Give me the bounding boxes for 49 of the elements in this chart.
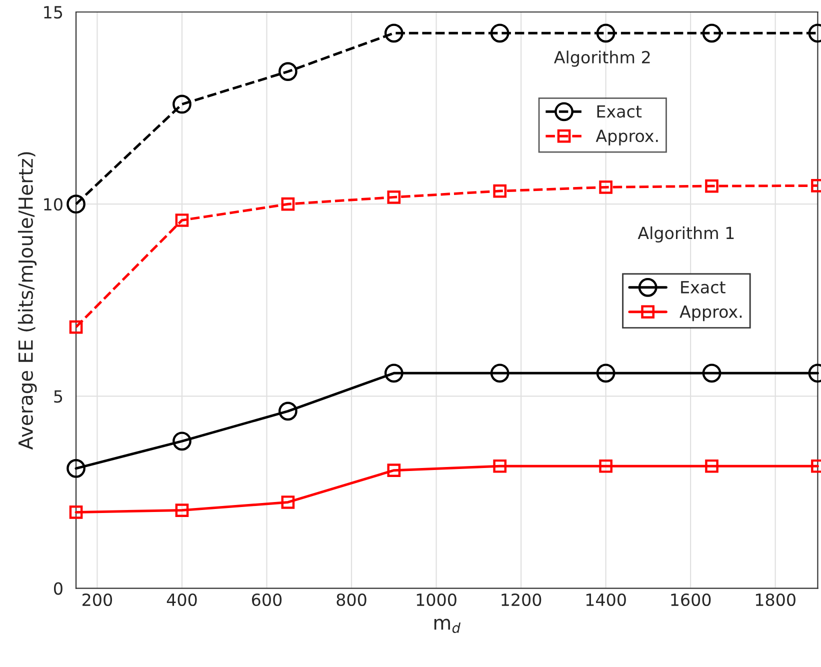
x-tick-label: 1800 [756, 593, 796, 606]
annotation: Algorithm 1 [638, 226, 734, 243]
y-tick-label: 10 [44, 198, 62, 211]
point [387, 464, 401, 478]
x-tick-label: 1600 [671, 593, 711, 606]
point [596, 24, 616, 43]
x-axis-title: m$_{d}$ [434, 618, 461, 633]
legend-label: Approx. [680, 306, 742, 322]
point [493, 184, 507, 198]
point [175, 504, 189, 517]
point [69, 506, 83, 519]
x-tick-label: 600 [252, 593, 282, 606]
point [490, 364, 510, 383]
point [281, 496, 295, 509]
point [384, 364, 404, 383]
legend-label: Exact [681, 281, 726, 294]
legend-label: Approx. [596, 130, 658, 146]
point [172, 94, 192, 114]
point [278, 62, 298, 81]
point [702, 364, 722, 383]
x-tick-label: 1200 [502, 593, 542, 606]
point [493, 459, 507, 473]
point [278, 402, 298, 421]
point [281, 197, 295, 211]
point [596, 364, 616, 383]
point [599, 459, 612, 473]
point [705, 459, 718, 473]
x-tick-label: 1400 [586, 593, 626, 606]
point [705, 179, 718, 193]
point [384, 24, 404, 43]
x-tick-label: 400 [166, 593, 197, 606]
x-tick-label: 1000 [416, 593, 456, 606]
point [172, 432, 192, 451]
x-tick-label: 200 [82, 593, 112, 606]
annotation: Algorithm 2 [554, 50, 650, 67]
point [66, 194, 86, 214]
y-axis-title: Average EE (bits/mJoule/Hertz) [18, 152, 37, 450]
point [490, 24, 510, 43]
point [175, 214, 189, 227]
point [69, 320, 83, 334]
y-tick-label: 5 [54, 390, 62, 403]
point [66, 458, 86, 478]
point [599, 180, 612, 194]
point [702, 24, 722, 43]
x-tick-label: 800 [336, 593, 366, 606]
point [387, 190, 401, 204]
y-tick-label: 15 [44, 6, 62, 19]
legend-label: Exact [597, 105, 642, 118]
y-tick-label: 0 [54, 582, 62, 595]
